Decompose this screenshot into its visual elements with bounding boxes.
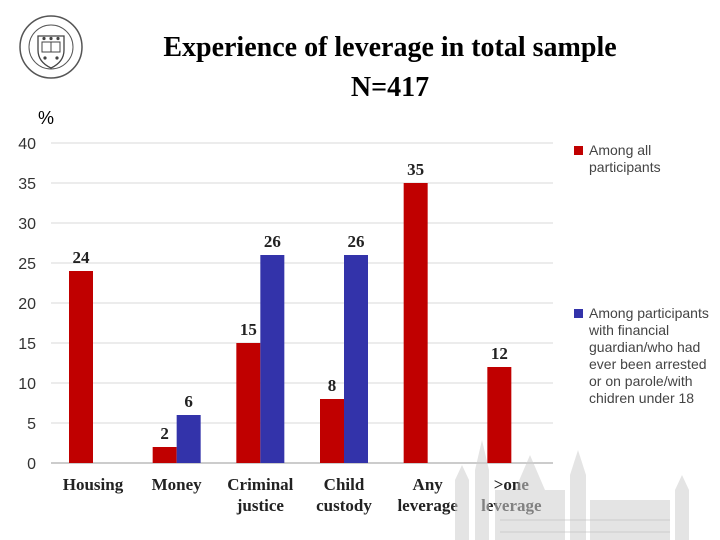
x-tick-label: Money [152, 475, 203, 494]
bar-red [320, 399, 344, 463]
legend-label: Among all participants [589, 142, 661, 175]
bar-red [236, 343, 261, 463]
bar-blue [260, 255, 285, 463]
data-label: 15 [240, 320, 257, 339]
y-tick-label: 0 [27, 456, 36, 473]
x-tick-label: Criminal [227, 475, 293, 494]
x-tick-label: Housing [63, 475, 124, 494]
y-tick-label: 30 [18, 216, 36, 233]
cathedral-watermark-icon [455, 440, 689, 540]
x-tick-label: justice [236, 496, 285, 515]
y-tick-label: 35 [18, 176, 36, 193]
legend-swatch-red [574, 146, 583, 155]
y-tick-label: 10 [18, 376, 36, 393]
x-tick-label: leverage [397, 496, 458, 515]
legend-swatch-blue [574, 309, 583, 318]
y-tick-label: 15 [18, 336, 36, 353]
bar-red [487, 367, 512, 463]
data-label: 12 [491, 344, 508, 363]
data-label: 26 [348, 232, 365, 251]
bar-red [152, 447, 177, 463]
bar-blue [176, 415, 201, 463]
x-tick-label: Any [413, 475, 444, 494]
x-tick-label: custody [316, 496, 372, 515]
university-seal-icon [19, 15, 83, 79]
legend-item-all: Among all participants [574, 142, 714, 176]
legend-item-subgroup: Among participants with financial guardi… [574, 305, 714, 407]
y-tick-label: 20 [18, 296, 36, 313]
data-label: 2 [160, 424, 169, 443]
data-label: 35 [407, 160, 424, 179]
legend-label: Among participants with financial guardi… [589, 305, 709, 406]
chart-title: Experience of leverage in total sample [163, 32, 617, 63]
bar-red [69, 271, 93, 463]
data-label: 8 [328, 376, 337, 395]
y-tick-label: 5 [27, 416, 36, 433]
x-tick-label: Child [324, 475, 365, 494]
data-label: 24 [73, 248, 91, 267]
data-label: 6 [184, 392, 193, 411]
y-tick-label: 40 [18, 136, 36, 153]
data-label: 26 [264, 232, 281, 251]
y-axis-unit: % [38, 108, 55, 128]
bar-red [403, 183, 428, 463]
bar-blue [344, 255, 368, 463]
chart-subtitle: N=417 [350, 72, 430, 103]
y-tick-label: 25 [18, 256, 36, 273]
